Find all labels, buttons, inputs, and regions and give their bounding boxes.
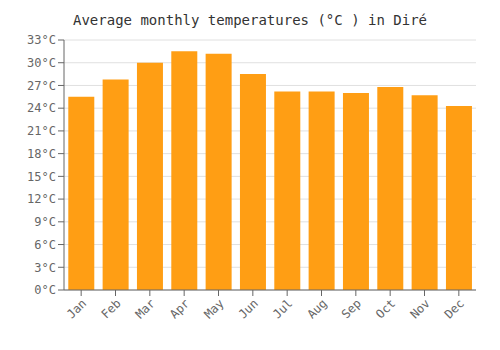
svg-text:Dec: Dec <box>442 296 467 321</box>
svg-text:24°C: 24°C <box>27 101 56 115</box>
html-text:Average monthly temperatures (: Average monthly temperatures (°C ) in Di… <box>73 12 427 28</box>
svg-text:Jul: Jul <box>270 296 295 321</box>
svg-text:0°C: 0°C <box>34 283 56 297</box>
svg-text:Mar: Mar <box>133 296 158 321</box>
svg-text:6°C: 6°C <box>34 238 56 252</box>
svg-text:30°C: 30°C <box>27 56 56 70</box>
svg-text:12°C: 12°C <box>27 192 56 206</box>
svg-text:18°C: 18°C <box>27 147 56 161</box>
svg-text:Oct: Oct <box>373 296 398 321</box>
svg-text:Nov: Nov <box>407 296 432 321</box>
svg-text:9°C: 9°C <box>34 215 56 229</box>
svg-text:Jan: Jan <box>64 296 89 321</box>
svg-text:May: May <box>201 296 226 321</box>
svg-text:3°C: 3°C <box>34 261 56 275</box>
svg-text:Jun: Jun <box>236 296 261 321</box>
svg-text:33°C: 33°C <box>27 33 56 47</box>
svg-text:27°C: 27°C <box>27 79 56 93</box>
svg-text:Aug: Aug <box>304 296 329 321</box>
svg-text:15°C: 15°C <box>27 170 56 184</box>
svg-text:Apr: Apr <box>167 296 192 321</box>
svg-text:Feb: Feb <box>98 296 123 321</box>
svg-text:Sep: Sep <box>339 296 364 321</box>
svg-text:21°C: 21°C <box>27 124 56 138</box>
